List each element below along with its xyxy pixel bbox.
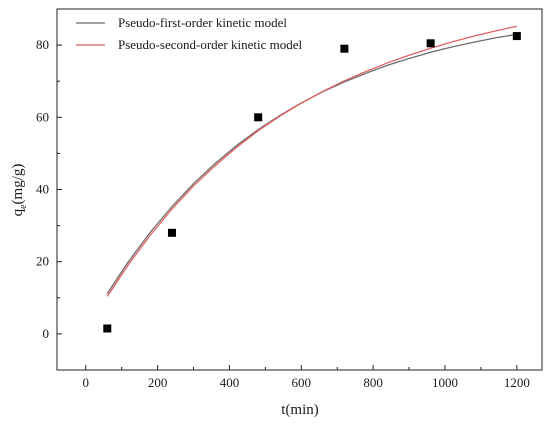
series-line-1 bbox=[106, 25, 518, 297]
y-tick-label-0: 0 bbox=[43, 326, 50, 341]
legend-label-second-order: Pseudo-second-order kinetic model bbox=[118, 37, 303, 52]
x-tick-label-6: 1200 bbox=[504, 375, 530, 390]
y-tick-label-3: 60 bbox=[36, 109, 49, 124]
y-axis-title-subscript: e bbox=[18, 204, 29, 209]
plot-area-frame bbox=[56, 8, 543, 371]
x-tick-label-3: 600 bbox=[292, 375, 312, 390]
svg-text:qe(mg/g): qe(mg/g) bbox=[10, 164, 29, 217]
y-axis-title-main: q bbox=[10, 208, 26, 216]
model-curves bbox=[106, 25, 518, 297]
series-line-0 bbox=[106, 33, 518, 294]
data-point-5 bbox=[512, 32, 521, 41]
data-points bbox=[103, 32, 521, 333]
data-point-3 bbox=[340, 44, 349, 53]
x-axis-title: t(min) bbox=[281, 402, 319, 418]
x-tick-label-0: 0 bbox=[82, 375, 89, 390]
x-tick-label-2: 400 bbox=[220, 375, 240, 390]
x-tick-label-4: 800 bbox=[363, 375, 383, 390]
y-tick-label-4: 80 bbox=[36, 37, 49, 52]
x-tick-label-5: 1000 bbox=[432, 375, 458, 390]
y-tick-label-2: 40 bbox=[36, 182, 49, 197]
legend-label-first-order: Pseudo-first-order kinetic model bbox=[118, 15, 287, 30]
y-tick-label-1: 20 bbox=[36, 254, 49, 269]
x-tick-label-1: 200 bbox=[148, 375, 168, 390]
y-axis-title-unit: (mg/g) bbox=[10, 164, 26, 205]
data-point-0 bbox=[103, 324, 112, 333]
axis-tick-labels: 0 200 400 600 800 1000 1200 0 20 40 60 80 bbox=[36, 37, 530, 390]
data-point-1 bbox=[167, 228, 176, 237]
y-axis-title: qe(mg/g) bbox=[10, 164, 29, 217]
data-point-2 bbox=[254, 113, 263, 122]
legend: Pseudo-first-order kinetic model Pseudo-… bbox=[76, 15, 303, 52]
data-point-4 bbox=[426, 39, 435, 48]
axis-ticks bbox=[57, 44, 518, 370]
